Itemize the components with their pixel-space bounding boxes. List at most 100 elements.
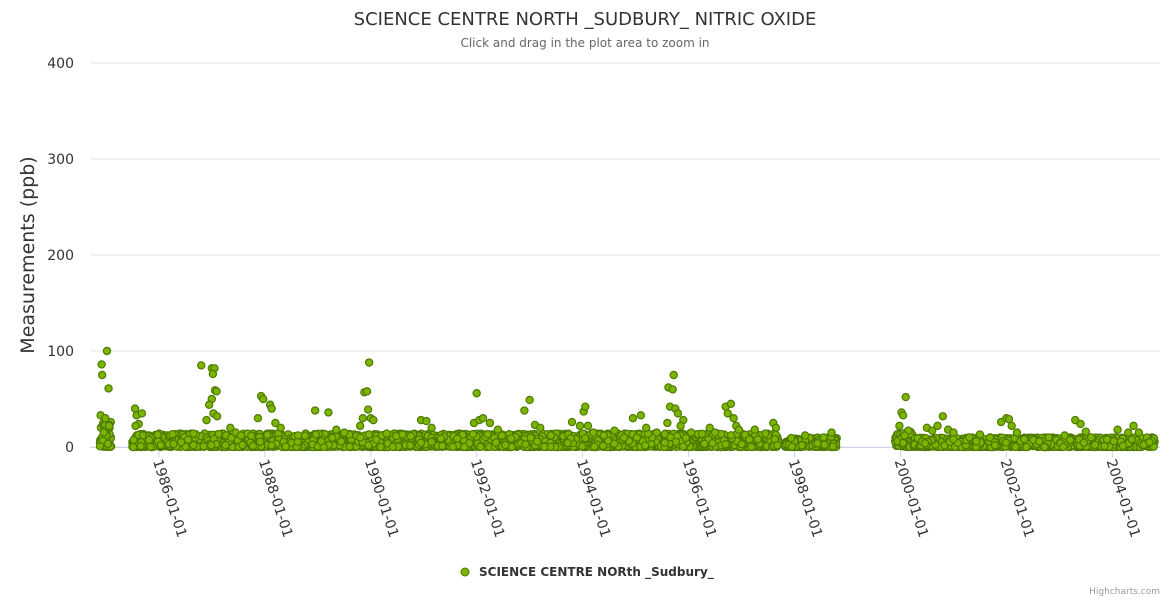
data-point[interactable] [800,431,810,440]
data-point[interactable] [247,431,256,441]
data-point[interactable] [640,441,650,450]
data-point[interactable] [129,435,138,445]
data-point[interactable] [590,442,599,451]
data-point[interactable] [328,433,337,442]
data-point[interactable] [189,429,198,438]
data-point[interactable] [705,423,714,432]
legend-item-label[interactable]: SCIENCE CENTRE NORth _Sudbury_ [479,565,714,580]
data-point[interactable] [676,421,685,431]
data-point[interactable] [737,440,746,449]
data-point[interactable] [525,395,534,405]
data-point[interactable] [628,414,638,423]
data-point[interactable] [276,423,285,432]
data-point[interactable] [610,426,619,435]
data-point[interactable] [632,433,642,442]
data-point[interactable] [546,431,556,440]
data-point[interactable] [362,387,372,396]
data-point[interactable] [1145,438,1154,447]
data-point[interactable] [652,428,661,437]
data-point[interactable] [206,440,216,450]
data-point[interactable] [745,435,754,444]
data-point[interactable] [619,433,629,442]
data-point[interactable] [1004,414,1014,424]
data-point[interactable] [797,441,807,450]
data-point[interactable] [501,440,510,450]
data-point[interactable] [345,442,354,451]
data-point[interactable] [540,442,549,452]
data-point[interactable] [660,438,670,447]
data-point[interactable] [238,440,247,450]
data-point[interactable] [97,370,107,380]
data-point[interactable] [581,433,590,443]
data-point[interactable] [169,439,178,449]
data-point[interactable] [920,439,930,448]
data-point[interactable] [427,437,436,447]
data-point[interactable] [267,404,276,413]
data-point[interactable] [761,429,770,438]
data-point[interactable] [128,442,138,452]
data-point[interactable] [293,431,303,440]
data-point[interactable] [599,431,609,440]
data-point[interactable] [787,442,797,451]
data-point[interactable] [202,415,211,425]
data-point[interactable] [723,409,732,418]
data-point[interactable] [483,429,492,439]
data-point[interactable] [663,418,672,428]
data-point[interactable] [168,429,177,439]
data-point[interactable] [311,430,321,439]
data-point[interactable] [1076,419,1085,429]
data-point[interactable] [1035,437,1044,446]
data-point[interactable] [153,430,162,439]
data-point[interactable] [678,442,688,451]
data-point[interactable] [901,392,910,402]
data-point[interactable] [382,429,391,438]
data-point[interactable] [102,346,112,356]
data-point[interactable] [1007,421,1016,431]
data-point[interactable] [485,418,495,428]
data-point[interactable] [1086,433,1096,442]
data-point[interactable] [827,428,836,437]
data-point[interactable] [104,421,114,431]
data-point[interactable] [734,425,744,434]
data-point[interactable] [828,442,838,451]
data-point[interactable] [310,406,320,415]
data-point[interactable] [526,433,535,442]
data-point[interactable] [493,425,503,434]
data-point[interactable] [248,441,258,451]
data-point[interactable] [398,430,407,439]
data-point[interactable] [506,434,516,443]
data-point[interactable] [256,437,265,446]
data-point[interactable] [189,441,198,450]
data-point[interactable] [975,430,985,439]
data-point[interactable] [253,414,263,423]
data-point[interactable] [636,411,646,420]
data-point[interactable] [990,441,1000,450]
data-point[interactable] [324,408,333,417]
data-point[interactable] [1044,433,1053,442]
data-point[interactable] [300,431,310,440]
data-point[interactable] [204,400,214,409]
data-point[interactable] [819,433,828,442]
data-point[interactable] [710,428,720,437]
data-point[interactable] [97,360,106,369]
data-point[interactable] [99,428,109,437]
data-point[interactable] [1124,428,1133,437]
data-point[interactable] [773,441,782,450]
data-point[interactable] [416,438,426,447]
data-point[interactable] [372,435,381,444]
data-point[interactable] [898,411,908,420]
data-point[interactable] [598,441,608,451]
data-point[interactable] [787,433,796,443]
data-point[interactable] [336,437,346,446]
legend[interactable]: SCIENCE CENTRE NORth _Sudbury_ [460,565,714,580]
data-point[interactable] [130,404,140,413]
data-point[interactable] [136,441,145,451]
data-point[interactable] [1022,442,1031,452]
data-point[interactable] [669,370,678,380]
data-point[interactable] [898,438,908,448]
data-point[interactable] [1040,442,1049,452]
data-point[interactable] [1113,425,1122,434]
data-point[interactable] [137,409,147,418]
data-point[interactable] [753,435,763,444]
data-point[interactable] [369,415,378,425]
